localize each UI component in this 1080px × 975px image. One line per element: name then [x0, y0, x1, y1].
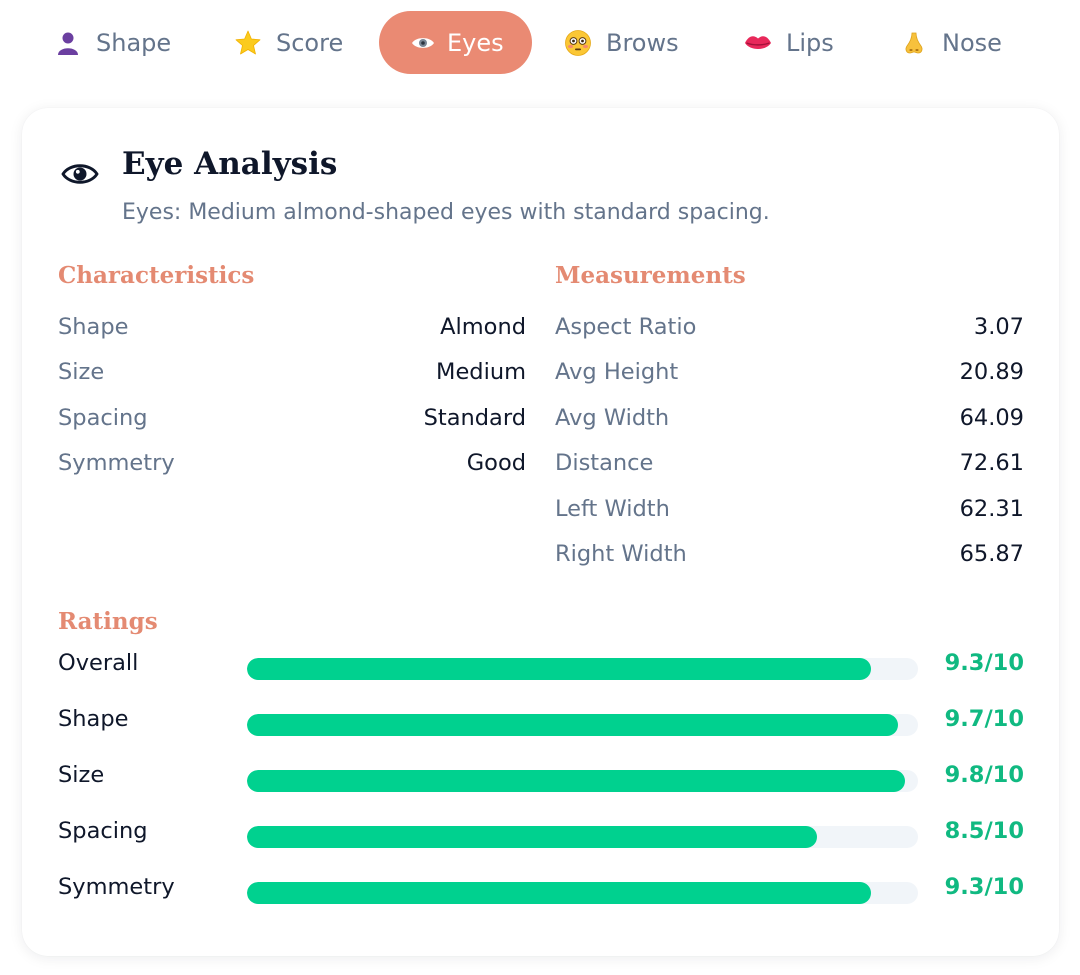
ratings-list: Overall 9.3/10 Shape 9.7/10 Size 9.8/10 …: [58, 638, 1026, 918]
rating-bar-track: [247, 770, 918, 792]
characteristic-row: Symmetry Good: [58, 441, 526, 487]
tab-nose[interactable]: Nose: [900, 11, 1002, 74]
person-silhouette-icon: [54, 29, 82, 57]
measurement-label: Aspect Ratio: [555, 313, 697, 340]
measurement-row: Avg Height 20.89: [555, 350, 1024, 396]
measurements-heading: Measurements: [555, 262, 746, 289]
characteristic-value: Good: [466, 450, 526, 477]
rating-row-size: Size 9.8/10: [58, 750, 1026, 806]
tab-label: Nose: [942, 28, 1002, 57]
eye-icon: [409, 29, 437, 57]
measurements-list: Aspect Ratio 3.07 Avg Height 20.89 Avg W…: [555, 304, 1024, 577]
lips-icon: [744, 29, 772, 57]
flushed-face-icon: [564, 29, 592, 57]
rating-bar-fill: [247, 882, 872, 904]
characteristic-label: Symmetry: [58, 450, 175, 477]
measurement-label: Left Width: [555, 495, 670, 522]
measurement-row: Avg Width 64.09: [555, 395, 1024, 441]
measurement-row: Distance 72.61: [555, 441, 1024, 487]
tab-label: Lips: [786, 28, 834, 57]
ratings-heading: Ratings: [58, 608, 158, 635]
rating-row-symmetry: Symmetry 9.3/10: [58, 862, 1026, 918]
characteristic-value: Almond: [440, 313, 526, 340]
rating-row-shape: Shape 9.7/10: [58, 694, 1026, 750]
tab-label: Eyes: [447, 28, 504, 57]
rating-bar-track: [247, 714, 918, 736]
rating-bar-fill: [247, 770, 905, 792]
characteristic-row: Shape Almond: [58, 304, 526, 350]
feature-tabs: Shape Score Eyes: [0, 11, 1080, 74]
characteristic-row: Size Medium: [58, 350, 526, 396]
measurement-row: Left Width 62.31: [555, 486, 1024, 532]
tab-shape[interactable]: Shape: [54, 11, 171, 74]
tab-brows[interactable]: Brows: [564, 11, 679, 74]
tab-lips[interactable]: Lips: [744, 11, 834, 74]
measurement-label: Right Width: [555, 541, 687, 568]
rating-bar-track: [247, 658, 918, 680]
rating-score: 9.3/10: [944, 650, 1024, 676]
rating-score: 9.7/10: [944, 706, 1024, 732]
measurement-row: Right Width 65.87: [555, 532, 1024, 578]
rating-score: 9.8/10: [944, 762, 1024, 788]
rating-score: 8.5/10: [944, 818, 1024, 844]
eye-icon: [60, 154, 100, 194]
tab-label: Brows: [606, 28, 679, 57]
tab-label: Score: [276, 28, 344, 57]
measurement-value: 65.87: [959, 541, 1024, 568]
characteristic-label: Shape: [58, 313, 129, 340]
rating-label: Size: [58, 762, 105, 788]
characteristic-row: Spacing Standard: [58, 395, 526, 441]
rating-row-spacing: Spacing 8.5/10: [58, 806, 1026, 862]
measurement-label: Avg Width: [555, 404, 670, 431]
card-title: Eye Analysis: [122, 146, 338, 182]
measurement-label: Avg Height: [555, 359, 679, 386]
measurement-value: 64.09: [959, 404, 1024, 431]
characteristics-list: Shape Almond Size Medium Spacing Standar…: [58, 304, 526, 486]
rating-row-overall: Overall 9.3/10: [58, 638, 1026, 694]
rating-bar-track: [247, 826, 918, 848]
measurement-value: 62.31: [959, 495, 1024, 522]
rating-bar-track: [247, 882, 918, 904]
rating-label: Shape: [58, 706, 129, 732]
eye-analysis-card: Eye Analysis Eyes: Medium almond-shaped …: [22, 108, 1059, 956]
rating-label: Overall: [58, 650, 139, 676]
nose-icon: [900, 29, 928, 57]
rating-label: Spacing: [58, 818, 148, 844]
measurement-value: 72.61: [959, 450, 1024, 477]
measurement-row: Aspect Ratio 3.07: [555, 304, 1024, 350]
measurement-value: 3.07: [973, 313, 1024, 340]
characteristic-label: Spacing: [58, 404, 148, 431]
rating-bar-fill: [247, 714, 898, 736]
card-subtitle: Eyes: Medium almond-shaped eyes with sta…: [122, 200, 770, 225]
tab-label: Shape: [96, 28, 172, 57]
rating-bar-fill: [247, 826, 818, 848]
star-icon: [234, 29, 262, 57]
characteristic-value: Standard: [423, 404, 526, 431]
characteristic-label: Size: [58, 359, 105, 386]
rating-label: Symmetry: [58, 874, 175, 900]
rating-score: 9.3/10: [944, 874, 1024, 900]
characteristics-heading: Characteristics: [58, 262, 255, 289]
tab-eyes[interactable]: Eyes: [379, 11, 532, 74]
tab-score[interactable]: Score: [234, 11, 343, 74]
measurement-label: Distance: [555, 450, 654, 477]
measurement-value: 20.89: [959, 359, 1024, 386]
characteristic-value: Medium: [436, 359, 526, 386]
rating-bar-fill: [247, 658, 872, 680]
